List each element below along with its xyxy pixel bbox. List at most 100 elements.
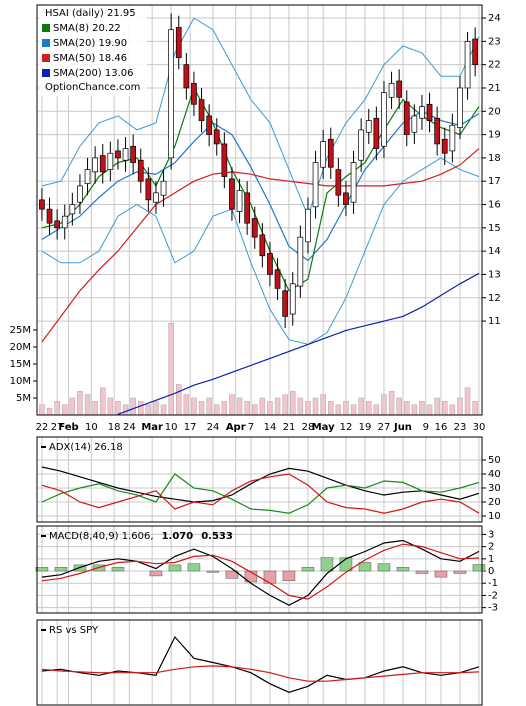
candle-body bbox=[84, 169, 91, 184]
volume-tick-label: 20M bbox=[10, 342, 31, 353]
y-tick-label: 13 bbox=[488, 269, 501, 280]
panel-border bbox=[36, 619, 483, 706]
x-tick-label: 27 bbox=[378, 422, 391, 433]
candle-body bbox=[198, 99, 205, 121]
volume-bar bbox=[290, 390, 296, 416]
volume-bar bbox=[46, 407, 53, 416]
volume-tick-label: 15M bbox=[10, 359, 31, 370]
indicator-line bbox=[41, 473, 480, 514]
indicator-line bbox=[41, 665, 480, 682]
candle-body bbox=[213, 129, 220, 145]
volume-bar bbox=[328, 401, 334, 416]
volume-bar bbox=[320, 394, 326, 416]
candle-body bbox=[54, 220, 60, 229]
candle-body bbox=[343, 192, 349, 205]
candle-body bbox=[77, 185, 83, 203]
candle-body bbox=[267, 253, 273, 275]
y-tick-label: 22 bbox=[488, 60, 501, 71]
legend-label: ADX(14) 26.18 bbox=[49, 442, 123, 453]
y-tick-label: 11 bbox=[488, 316, 501, 327]
candle-body bbox=[327, 138, 334, 168]
sma-line bbox=[41, 148, 480, 343]
candle-body bbox=[221, 143, 228, 177]
candle-body bbox=[115, 150, 121, 159]
histogram-bar bbox=[453, 570, 467, 574]
y-tick-label: 23 bbox=[488, 36, 501, 47]
volume-tick-label: 10M bbox=[10, 376, 31, 387]
y-tick-label: 19 bbox=[488, 130, 501, 141]
y-tick-label: 50 bbox=[488, 455, 501, 466]
candle-body bbox=[403, 101, 410, 135]
candle-body bbox=[251, 218, 258, 238]
x-tick-label: 9 bbox=[423, 422, 429, 433]
histogram-bar bbox=[244, 570, 258, 583]
candle-body bbox=[145, 178, 152, 201]
legend-title: HSAI (daily) 21.95 bbox=[45, 8, 136, 19]
volume-bar bbox=[343, 401, 349, 416]
y-tick-label: 20 bbox=[488, 497, 501, 508]
x-tick-label: 7 bbox=[248, 422, 254, 433]
candle-body bbox=[312, 162, 319, 208]
y-tick-label: -1 bbox=[488, 578, 498, 589]
volume-bar bbox=[381, 394, 387, 416]
candle-body bbox=[441, 138, 448, 154]
volume-bar bbox=[160, 404, 167, 416]
candle-body bbox=[69, 204, 76, 215]
volume-bar bbox=[305, 401, 311, 416]
x-tick-label: May bbox=[312, 422, 335, 433]
histogram-bar bbox=[225, 570, 239, 579]
volume-bar bbox=[115, 401, 121, 416]
x-tick-label: 10 bbox=[85, 422, 98, 433]
candle-body bbox=[206, 115, 212, 135]
x-tick-label: Apr bbox=[226, 422, 246, 433]
watermark: OptionChance.com bbox=[45, 82, 140, 93]
histogram-bar bbox=[415, 570, 429, 574]
histogram-bar bbox=[111, 567, 125, 572]
volume-bar bbox=[282, 394, 288, 416]
candle-body bbox=[350, 162, 357, 203]
y-tick-label: 0 bbox=[488, 566, 494, 577]
volume-bar bbox=[411, 404, 418, 416]
x-tick-label: 23 bbox=[454, 422, 467, 433]
volume-bar bbox=[426, 404, 433, 416]
x-tick-label: Feb bbox=[58, 422, 78, 433]
y-tick-label: -2 bbox=[488, 590, 498, 601]
candle-body bbox=[153, 192, 159, 203]
x-tick-label: 14 bbox=[264, 422, 277, 433]
volume-bar bbox=[69, 397, 76, 416]
candle-body bbox=[305, 208, 311, 243]
histogram-bar bbox=[434, 570, 448, 578]
y-tick-label: 18 bbox=[488, 153, 501, 164]
volume-bar bbox=[183, 394, 190, 416]
band-line bbox=[41, 157, 480, 345]
x-tick-label: 30 bbox=[473, 422, 486, 433]
volume-bar bbox=[54, 401, 60, 416]
candle-body bbox=[358, 129, 365, 161]
candle-body bbox=[107, 152, 114, 170]
candle-body bbox=[464, 41, 471, 89]
legend-swatch bbox=[42, 54, 50, 62]
candle-body bbox=[130, 145, 136, 163]
legend-label: SMA(20) 19.90 bbox=[53, 38, 127, 49]
legend-label: RS vs SPY bbox=[49, 625, 99, 636]
volume-tick-label: 25M bbox=[10, 325, 31, 336]
y-tick-label: 15 bbox=[488, 223, 501, 234]
candle-body bbox=[381, 92, 387, 147]
volume-bar bbox=[472, 401, 478, 416]
sma-line bbox=[117, 272, 480, 415]
candle-body bbox=[388, 82, 395, 98]
candle-body bbox=[419, 106, 425, 119]
legend-label: SMA(200) 13.06 bbox=[53, 68, 134, 79]
volume-bar bbox=[191, 397, 197, 416]
indicator-line bbox=[41, 539, 480, 606]
x-tick-label: 17 bbox=[184, 422, 197, 433]
x-tick-label: 24 bbox=[207, 422, 220, 433]
x-tick-label: Jun bbox=[393, 422, 412, 433]
legend-swatch bbox=[42, 39, 50, 47]
volume-bar bbox=[61, 404, 68, 416]
legend-swatch bbox=[42, 24, 50, 32]
candle-body bbox=[183, 64, 190, 89]
indicator-line bbox=[41, 473, 480, 514]
legend-label: MACD(8,40,9) 1.606, bbox=[49, 531, 154, 542]
